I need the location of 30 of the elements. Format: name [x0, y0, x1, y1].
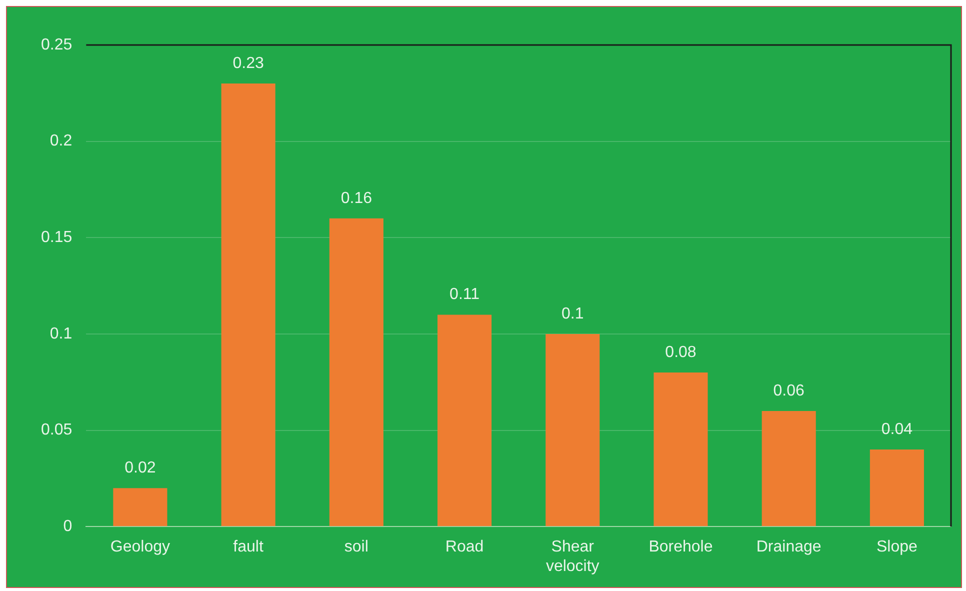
data-label: 0.08: [665, 344, 696, 361]
x-tick-label: Road: [445, 538, 484, 556]
bar: [113, 488, 168, 526]
y-tick-label: 0.2: [50, 132, 72, 150]
bar: [546, 334, 600, 526]
data-label: 0.04: [881, 420, 913, 438]
x-tick-label: Geology: [110, 538, 170, 556]
x-tick-label: soil: [344, 538, 368, 556]
y-tick-label: 0.1: [50, 325, 72, 342]
data-label: 0.16: [340, 190, 372, 207]
x-tick-label: Shear velocity: [546, 538, 600, 575]
bar: [870, 450, 924, 526]
bar: [762, 411, 816, 526]
data-label: 0.1: [562, 305, 584, 322]
data-label: 0.11: [450, 286, 480, 304]
x-tick-label: Slope: [876, 538, 918, 556]
y-tick-label: 0.05: [41, 422, 72, 439]
x-tick-label: fault: [233, 538, 264, 556]
y-tick-label: 0.25: [41, 36, 72, 54]
bar: [654, 372, 708, 526]
x-tick-label: Borehole: [648, 538, 713, 556]
bar: [437, 314, 492, 526]
y-tick-label: 0.15: [41, 229, 72, 246]
bar: [329, 218, 384, 526]
x-tick-label: Drainage: [756, 538, 822, 556]
data-label: 0.02: [124, 459, 156, 476]
data-label: 0.23: [232, 54, 264, 72]
data-label: 0.06: [773, 382, 805, 400]
bar: [221, 84, 276, 526]
y-tick-label: 0: [63, 518, 72, 536]
